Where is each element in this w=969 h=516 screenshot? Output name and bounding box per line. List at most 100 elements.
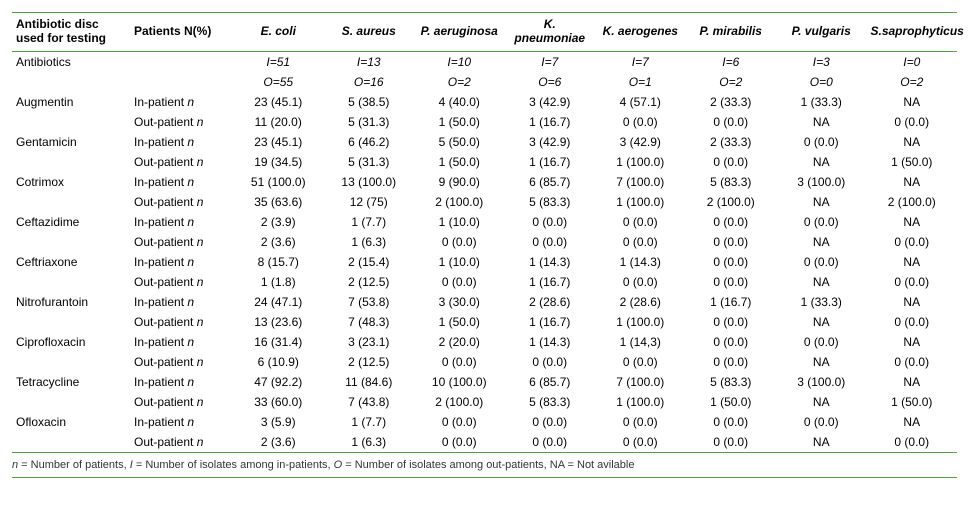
cell: 5 (38.5) xyxy=(324,92,415,112)
cell: NA xyxy=(776,312,867,332)
cell: 0 (0.0) xyxy=(595,232,686,252)
cell: 0 (0.0) xyxy=(776,252,867,272)
cell: NA xyxy=(867,92,958,112)
cell: 0 (0.0) xyxy=(686,412,777,432)
cell: 1 (50.0) xyxy=(414,112,505,132)
cell: 1 (100.0) xyxy=(595,152,686,172)
cell: 10 (100.0) xyxy=(414,372,505,392)
cell: 1 (7.7) xyxy=(324,212,415,232)
row-label-out: Out-patient n xyxy=(130,112,233,132)
row-label-out: Out-patient n xyxy=(130,312,233,332)
row-label-out: Out-patient n xyxy=(130,272,233,292)
drug-name: Ceftazidime xyxy=(12,212,130,232)
cell: 3 (42.9) xyxy=(505,132,596,152)
table-row: Out-patient n2 (3.6)1 (6.3)0 (0.0)0 (0.0… xyxy=(12,232,957,252)
cell: 1 (10.0) xyxy=(414,212,505,232)
cell: 2 (12.5) xyxy=(324,272,415,292)
cell: 7 (53.8) xyxy=(324,292,415,312)
cell: 0 (0.0) xyxy=(595,412,686,432)
row-label-out: Out-patient n xyxy=(130,392,233,412)
row-label-in: In-patient n xyxy=(130,172,233,192)
cell: 8 (15.7) xyxy=(233,252,324,272)
cell: 2 (28.6) xyxy=(505,292,596,312)
cell: NA xyxy=(867,132,958,152)
cell: 1 (50.0) xyxy=(867,152,958,172)
cell: 2 (100.0) xyxy=(867,192,958,212)
drug-empty xyxy=(12,432,130,453)
drug-empty xyxy=(12,272,130,292)
cell: 0 (0.0) xyxy=(686,432,777,453)
cell: 5 (31.3) xyxy=(324,112,415,132)
cell: 0 (0.0) xyxy=(505,352,596,372)
cell: 5 (83.3) xyxy=(505,392,596,412)
header-species-7: S.saprophyticus xyxy=(867,13,958,52)
cell: 5 (50.0) xyxy=(414,132,505,152)
cell: NA xyxy=(867,252,958,272)
cell: 0 (0.0) xyxy=(505,232,596,252)
cell: 2 (33.3) xyxy=(686,92,777,112)
cell: NA xyxy=(867,412,958,432)
counts-i-6: I=3 xyxy=(776,52,867,73)
cell: 12 (75) xyxy=(324,192,415,212)
cell: 2 (12.5) xyxy=(324,352,415,372)
drug-empty xyxy=(12,192,130,212)
row-label-in: In-patient n xyxy=(130,132,233,152)
cell: 0 (0.0) xyxy=(686,332,777,352)
cell: 5 (83.3) xyxy=(686,372,777,392)
cell: 1 (33.3) xyxy=(776,92,867,112)
counts-o-2: O=2 xyxy=(414,72,505,92)
cell: 35 (63.6) xyxy=(233,192,324,212)
cell: 1 (1.8) xyxy=(233,272,324,292)
counts-o-6: O=0 xyxy=(776,72,867,92)
row-label-out: Out-patient n xyxy=(130,232,233,252)
header-species-6: P. vulgaris xyxy=(776,13,867,52)
cell: 6 (85.7) xyxy=(505,372,596,392)
row-label-in: In-patient n xyxy=(130,252,233,272)
table-row: GentamicinIn-patient n23 (45.1)6 (46.2)5… xyxy=(12,132,957,152)
cell: 6 (85.7) xyxy=(505,172,596,192)
counts-i-5: I=6 xyxy=(686,52,777,73)
counts-o-1: O=16 xyxy=(324,72,415,92)
cell: 2 (3.6) xyxy=(233,432,324,453)
header-species-1: S. aureus xyxy=(324,13,415,52)
cell: 2 (100.0) xyxy=(414,192,505,212)
cell: 13 (23.6) xyxy=(233,312,324,332)
drug-name: Ciprofloxacin xyxy=(12,332,130,352)
drug-name: Ceftriaxone xyxy=(12,252,130,272)
cell: 2 (3.9) xyxy=(233,212,324,232)
row-label-out: Out-patient n xyxy=(130,352,233,372)
row-label-in: In-patient n xyxy=(130,212,233,232)
cell: 2 (20.0) xyxy=(414,332,505,352)
cell: 1 (50.0) xyxy=(414,312,505,332)
cell: 0 (0.0) xyxy=(776,132,867,152)
cell: 2 (100.0) xyxy=(414,392,505,412)
cell: NA xyxy=(867,212,958,232)
cell: 0 (0.0) xyxy=(595,112,686,132)
table-row: Out-patient n13 (23.6)7 (48.3)1 (50.0)1 … xyxy=(12,312,957,332)
header-species-3: K. pneumoniae xyxy=(505,13,596,52)
cell: 0 (0.0) xyxy=(595,212,686,232)
table-row: CeftriaxoneIn-patient n8 (15.7)2 (15.4)1… xyxy=(12,252,957,272)
counts-empty xyxy=(130,52,233,73)
cell: NA xyxy=(776,112,867,132)
row-label-out: Out-patient n xyxy=(130,152,233,172)
cell: 0 (0.0) xyxy=(776,412,867,432)
counts-i-4: I=7 xyxy=(595,52,686,73)
table-footnote: n = Number of patients, I = Number of is… xyxy=(12,453,957,478)
cell: 0 (0.0) xyxy=(414,272,505,292)
cell: 0 (0.0) xyxy=(686,232,777,252)
cell: 5 (31.3) xyxy=(324,152,415,172)
cell: 7 (100.0) xyxy=(595,172,686,192)
cell: 4 (40.0) xyxy=(414,92,505,112)
cell: 3 (5.9) xyxy=(233,412,324,432)
cell: 1 (50.0) xyxy=(686,392,777,412)
table-row: CeftazidimeIn-patient n2 (3.9)1 (7.7)1 (… xyxy=(12,212,957,232)
drug-name: Tetracycline xyxy=(12,372,130,392)
counts-i-2: I=10 xyxy=(414,52,505,73)
table-row: Out-patient n33 (60.0)7 (43.8)2 (100.0)5… xyxy=(12,392,957,412)
counts-o-5: O=2 xyxy=(686,72,777,92)
cell: 1 (50.0) xyxy=(414,152,505,172)
cell: 0 (0.0) xyxy=(414,352,505,372)
cell: 0 (0.0) xyxy=(686,212,777,232)
header-patients: Patients N(%) xyxy=(130,13,233,52)
